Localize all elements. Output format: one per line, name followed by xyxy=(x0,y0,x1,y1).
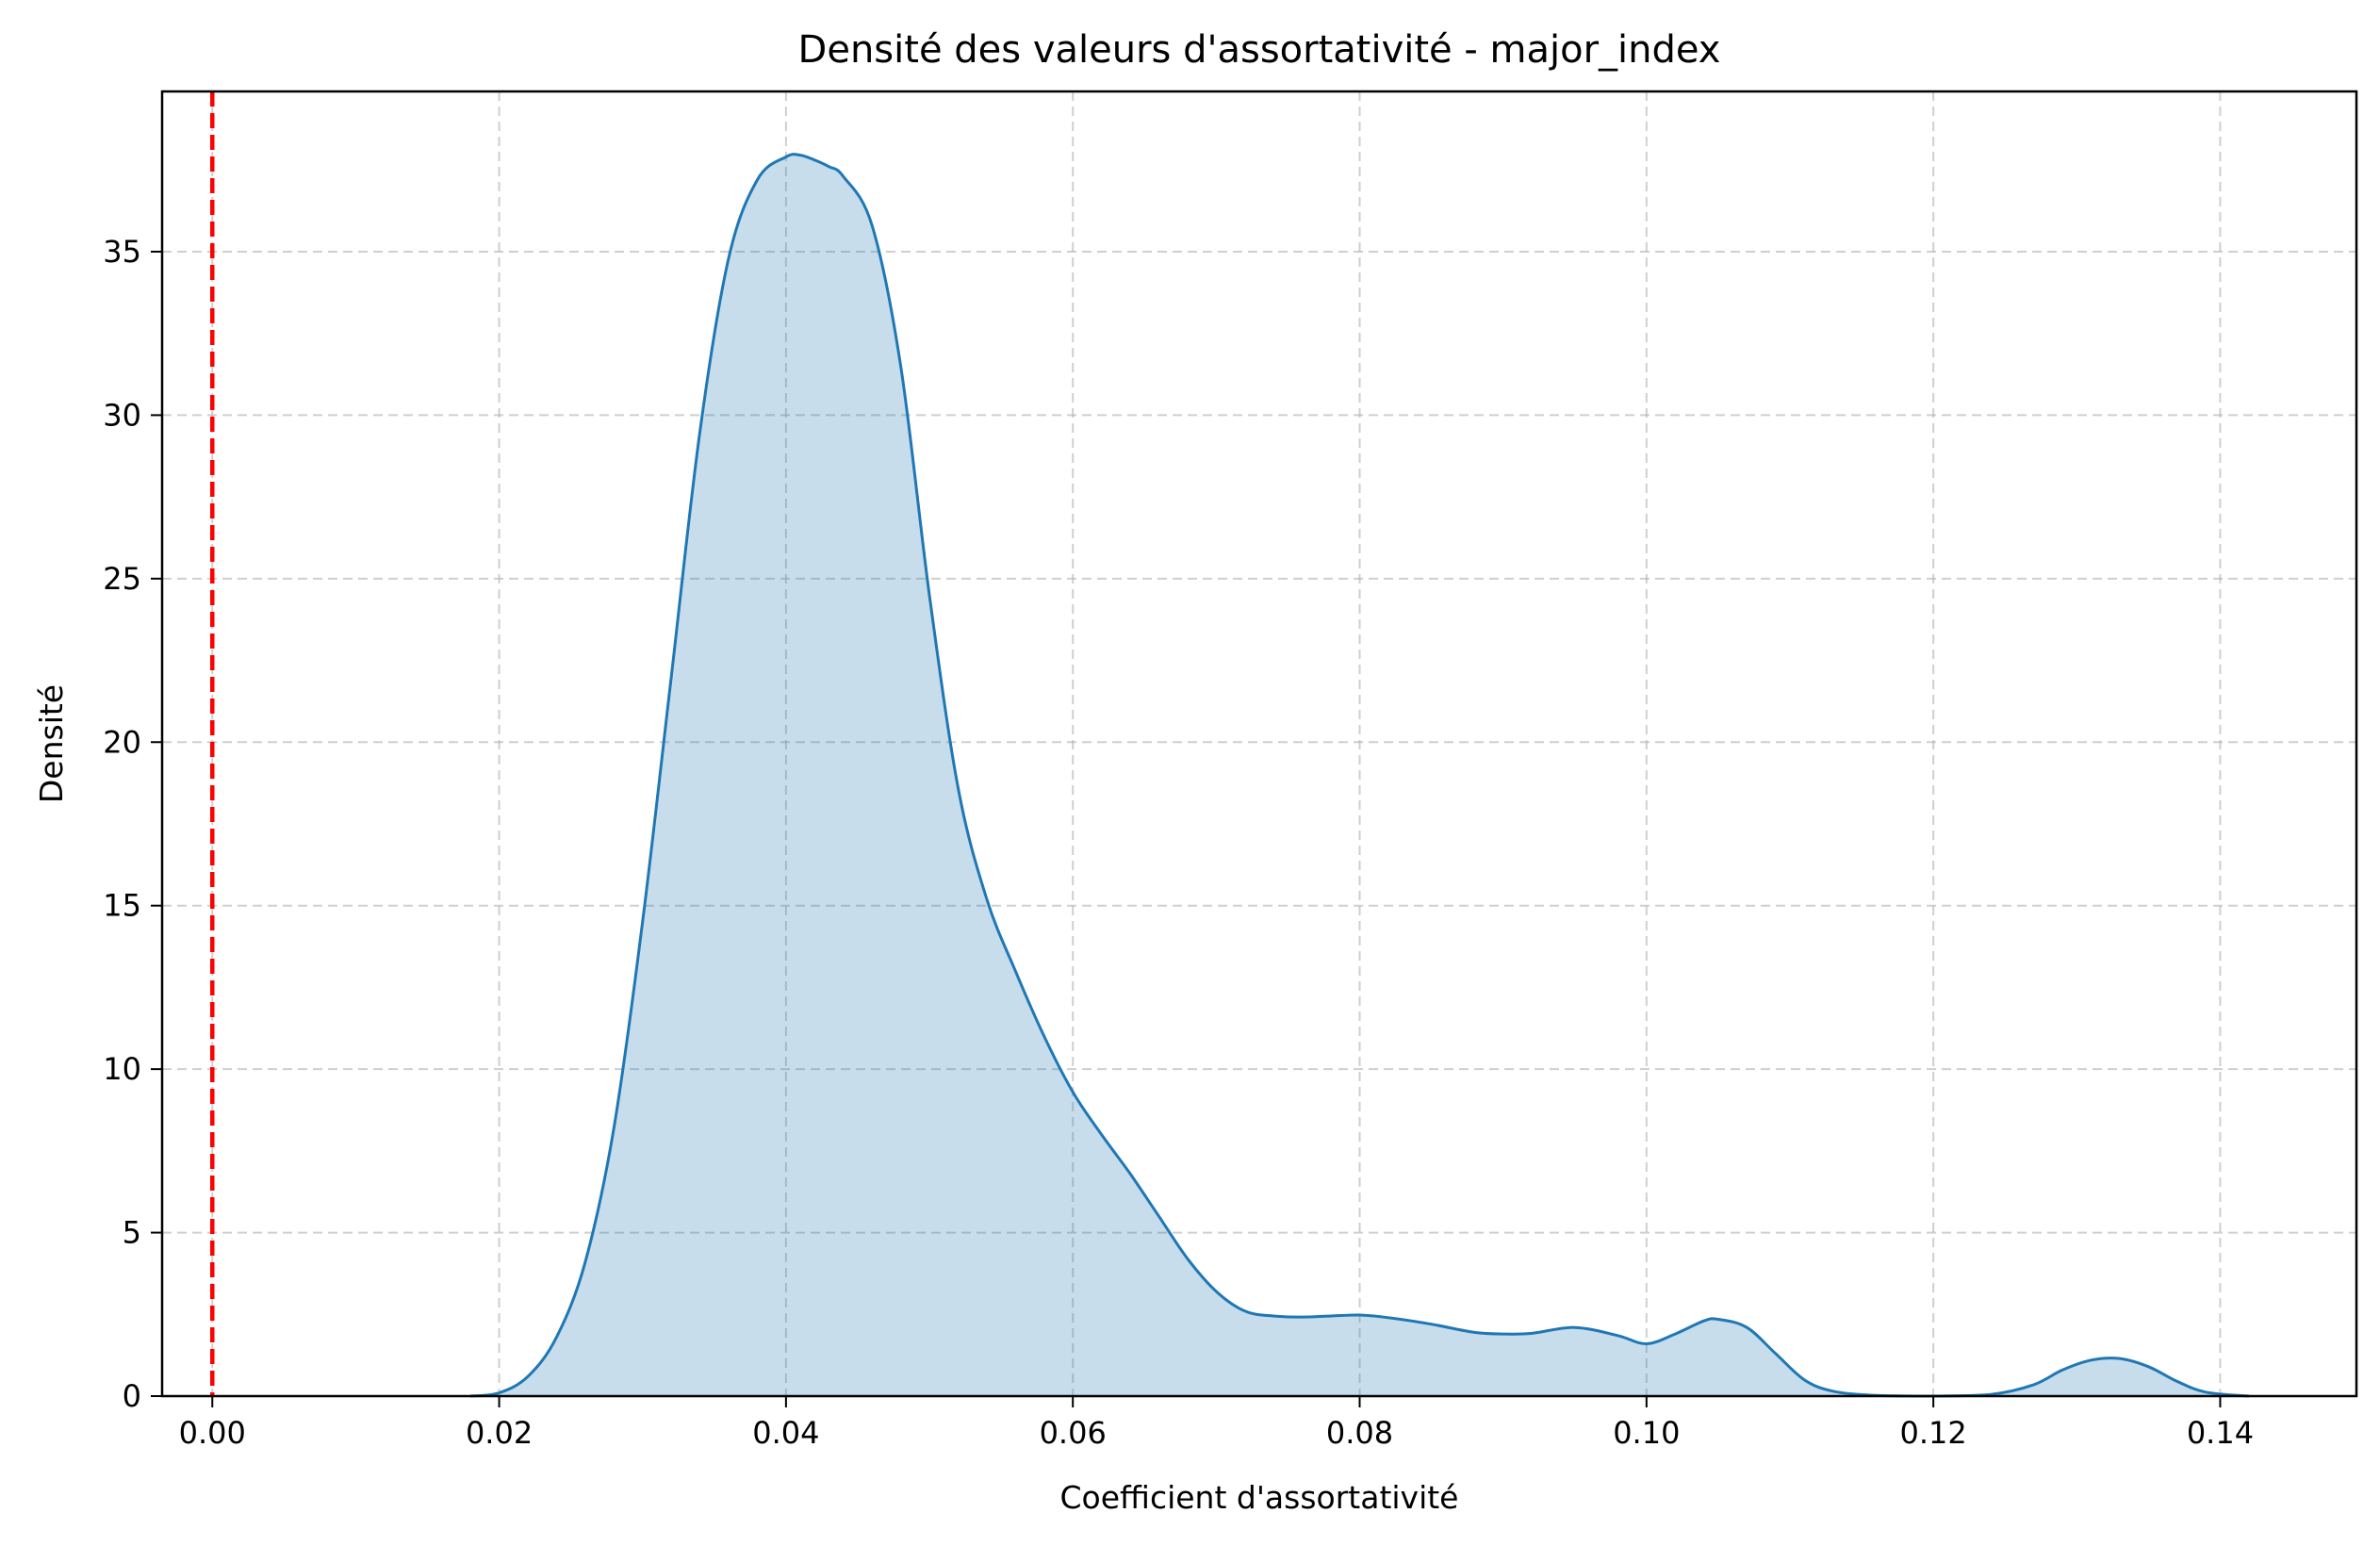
y-tick-label: 0 xyxy=(123,1378,141,1414)
x-axis-label: Coefficient d'assortativité xyxy=(1060,1479,1459,1516)
y-tick-label: 20 xyxy=(103,724,141,760)
x-tick-label: 0.08 xyxy=(1326,1415,1393,1451)
grid-layer xyxy=(162,91,2356,1397)
plot-layer xyxy=(210,91,2250,1398)
x-tick-label: 0.06 xyxy=(1040,1415,1107,1451)
x-tick-label: 0.10 xyxy=(1613,1415,1680,1451)
x-tick-label: 0.14 xyxy=(2187,1415,2254,1451)
y-tick-label: 5 xyxy=(123,1215,141,1251)
y-tick-label: 35 xyxy=(103,234,141,270)
chart-title: Densité des valeurs d'assortativité - ma… xyxy=(798,28,1721,72)
ticks-layer: 0.00 0.02 0.04 0.06 0.08 0.10 0.12 0.14 0 5 10 15 20… xyxy=(103,234,2254,1451)
plot-frame xyxy=(160,90,2358,1398)
x-tick-label: 0.04 xyxy=(752,1415,819,1451)
y-tick-label: 25 xyxy=(103,561,141,597)
y-tick-label: 15 xyxy=(103,888,141,924)
x-tick-label: 0.02 xyxy=(466,1415,533,1451)
y-tick-label: 10 xyxy=(103,1051,141,1087)
x-tick-label: 0.00 xyxy=(179,1415,246,1451)
kde-curve-line xyxy=(469,153,2250,1398)
x-tick-label: 0.12 xyxy=(1900,1415,1967,1451)
y-axis-label: Densité xyxy=(33,684,70,803)
kde-area-fill xyxy=(470,154,2249,1397)
y-tick-label: 30 xyxy=(103,397,141,433)
